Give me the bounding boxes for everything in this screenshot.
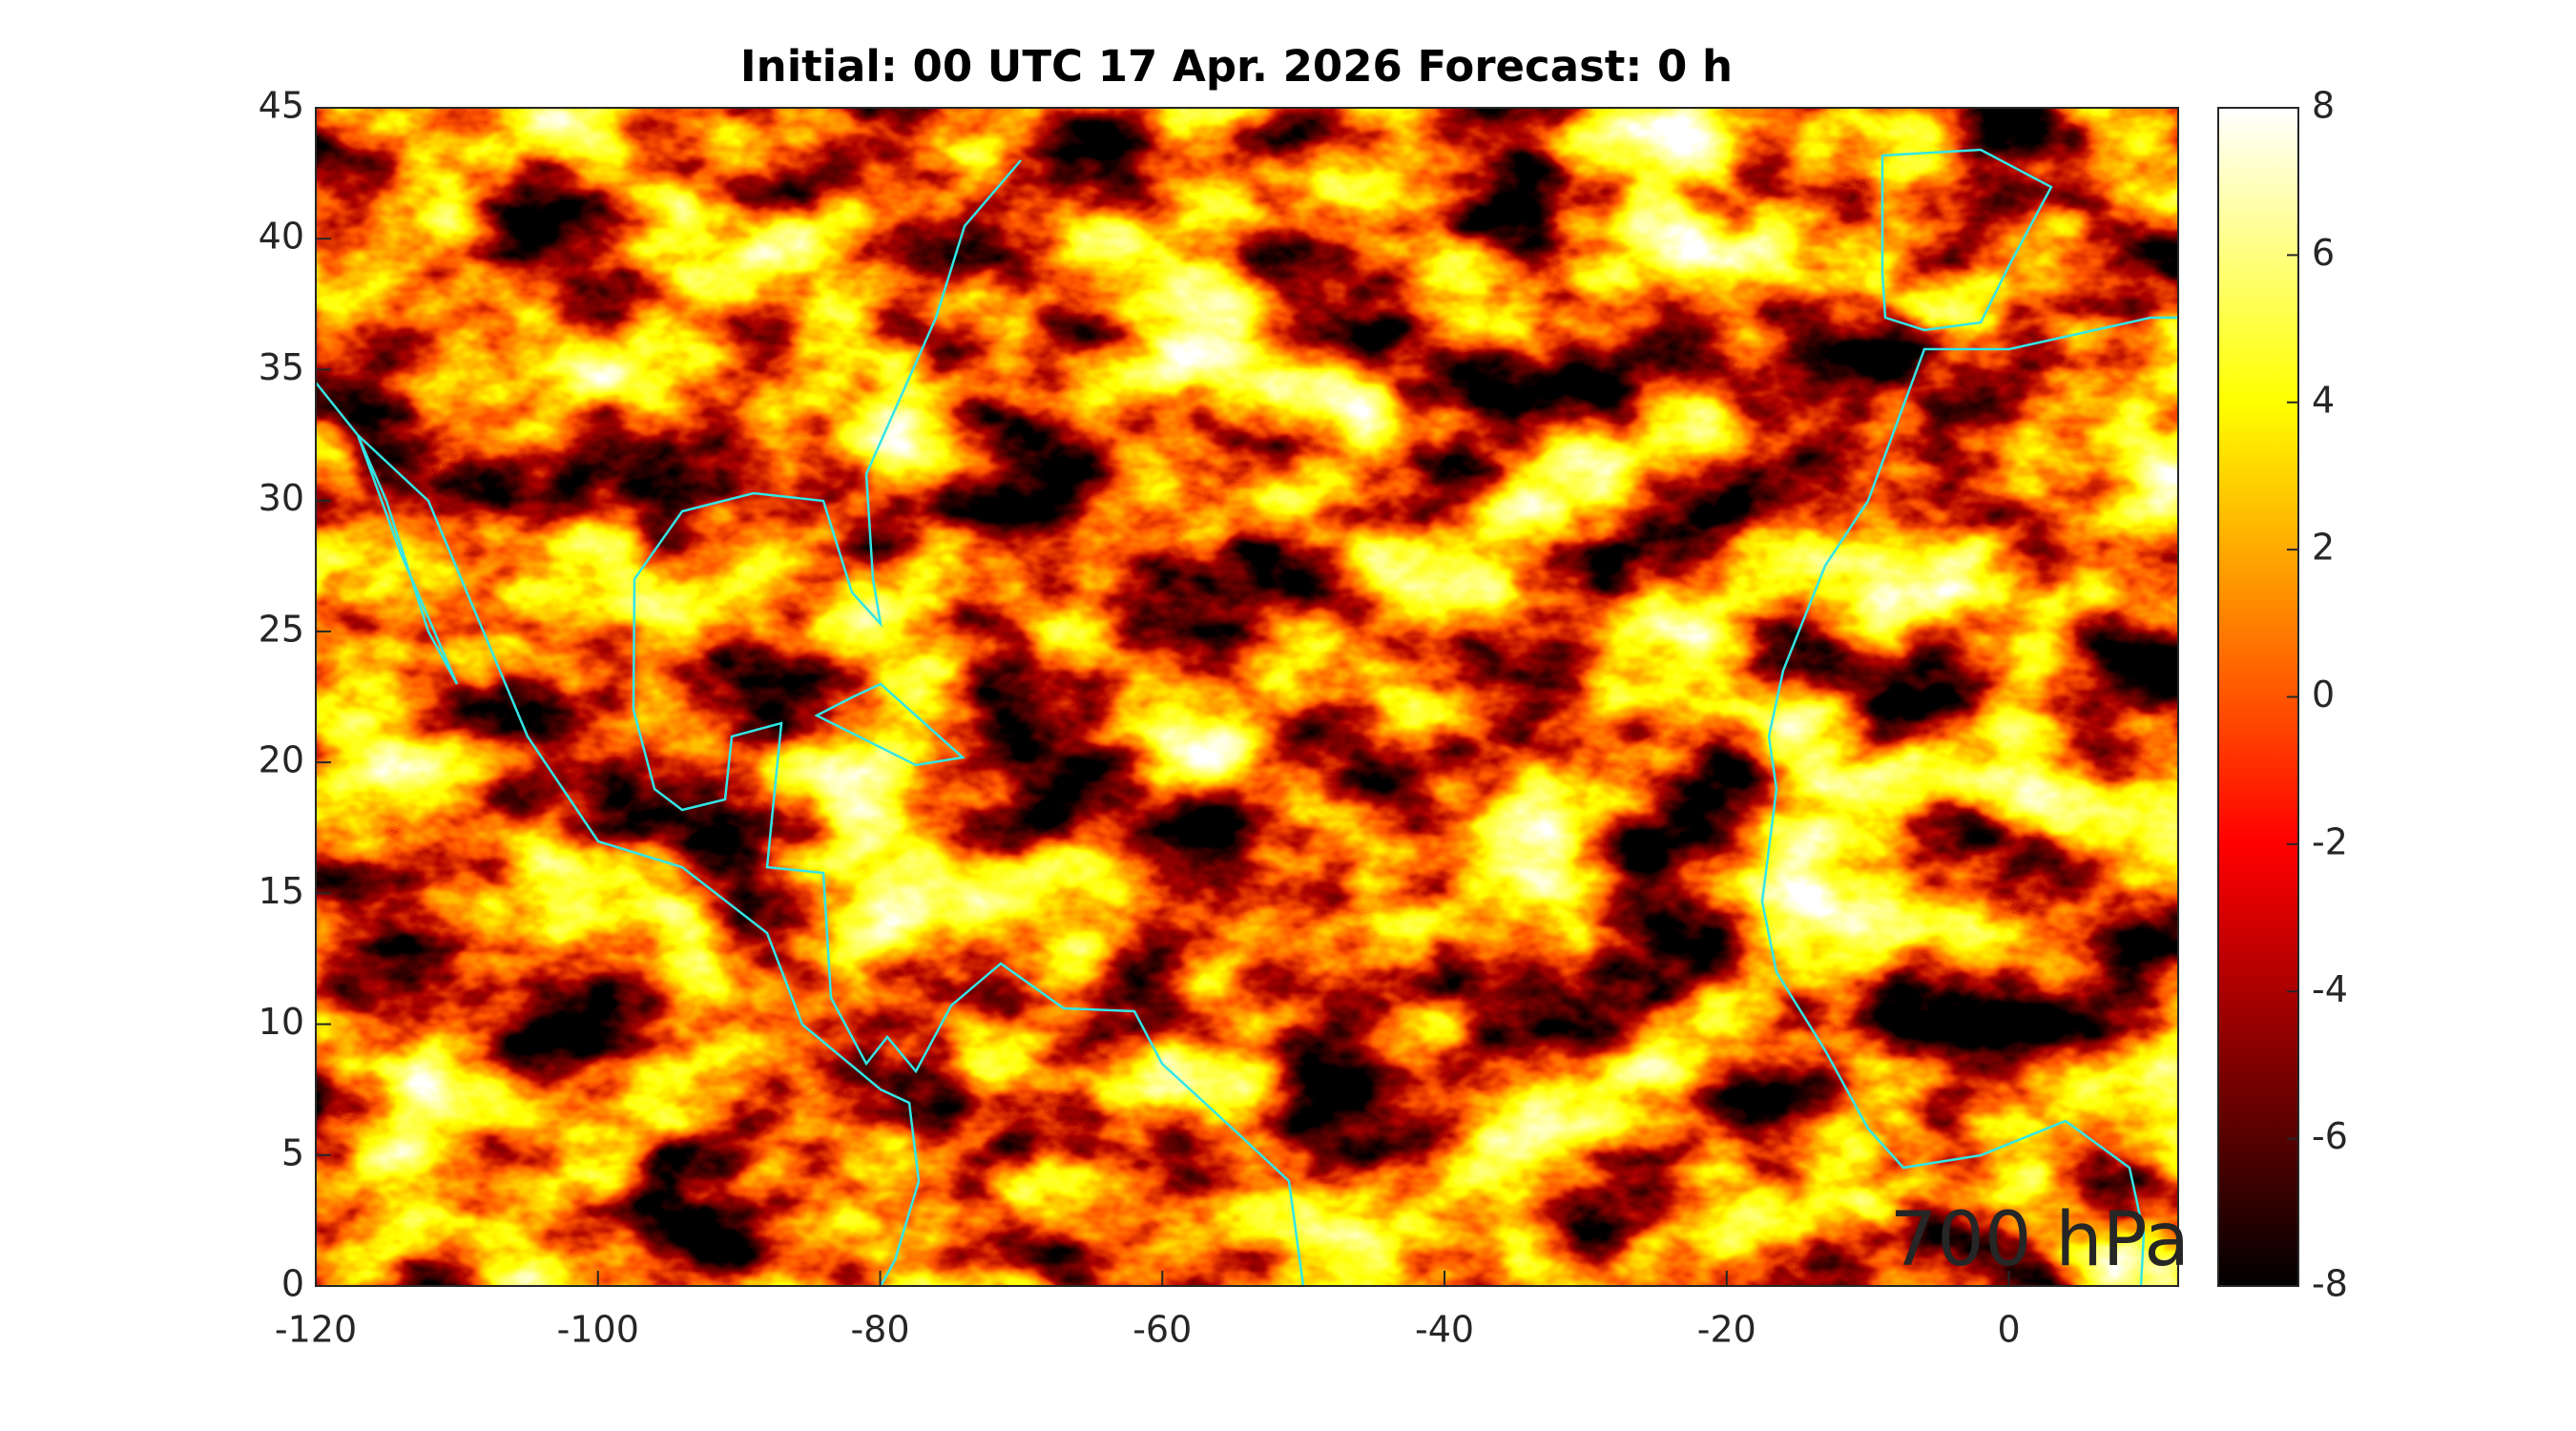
y-tick-label: 30 <box>259 477 304 519</box>
x-tick-label: -100 <box>557 1309 639 1351</box>
y-tick-label: 40 <box>259 216 304 258</box>
colorbar-tick-label: 2 <box>2312 527 2335 569</box>
y-tick-label: 25 <box>259 608 304 650</box>
colorbar-tick-label: -6 <box>2312 1115 2348 1157</box>
colorbar-tick-label: 6 <box>2312 232 2335 274</box>
coastline <box>814 682 966 767</box>
y-tick-label: 20 <box>259 739 304 781</box>
colorbar <box>2217 107 2299 1287</box>
coastline <box>316 382 921 1286</box>
level-annotation: 700 hPa <box>1890 1197 2190 1283</box>
field-image <box>316 108 2178 1286</box>
coastline <box>1880 148 2053 332</box>
coastline <box>632 159 1305 1286</box>
x-tick-label: 0 <box>1997 1309 2020 1351</box>
x-tick-label: -20 <box>1697 1309 1756 1351</box>
coastlines <box>316 148 2178 1286</box>
colorbar-tick-label: -8 <box>2312 1263 2348 1305</box>
y-tick-label: 0 <box>281 1263 304 1305</box>
x-tick-label: -60 <box>1132 1309 1192 1351</box>
colorbar-tick-label: 8 <box>2312 85 2335 127</box>
colorbar-tick-label: 4 <box>2312 379 2335 421</box>
colorbar-tick-label: 0 <box>2312 674 2335 716</box>
y-tick-label: 10 <box>259 1001 304 1043</box>
coastline <box>356 434 459 685</box>
map-area <box>316 108 2178 1286</box>
x-tick-label: -120 <box>275 1309 357 1351</box>
chart-title: Initial: 00 UTC 17 Apr. 2026 Forecast: 0… <box>740 41 1733 92</box>
coastline <box>1760 316 2178 1286</box>
y-tick-label: 35 <box>259 346 304 388</box>
y-tick-label: 15 <box>259 870 304 912</box>
x-tick-label: -80 <box>850 1309 909 1351</box>
y-tick-label: 5 <box>281 1131 304 1173</box>
y-tick-label: 45 <box>259 85 304 127</box>
plot-frame <box>315 107 2179 1287</box>
colorbar-tick-label: -4 <box>2312 968 2348 1010</box>
colorbar-tick-label: -2 <box>2312 820 2348 862</box>
x-tick-label: -40 <box>1415 1309 1474 1351</box>
